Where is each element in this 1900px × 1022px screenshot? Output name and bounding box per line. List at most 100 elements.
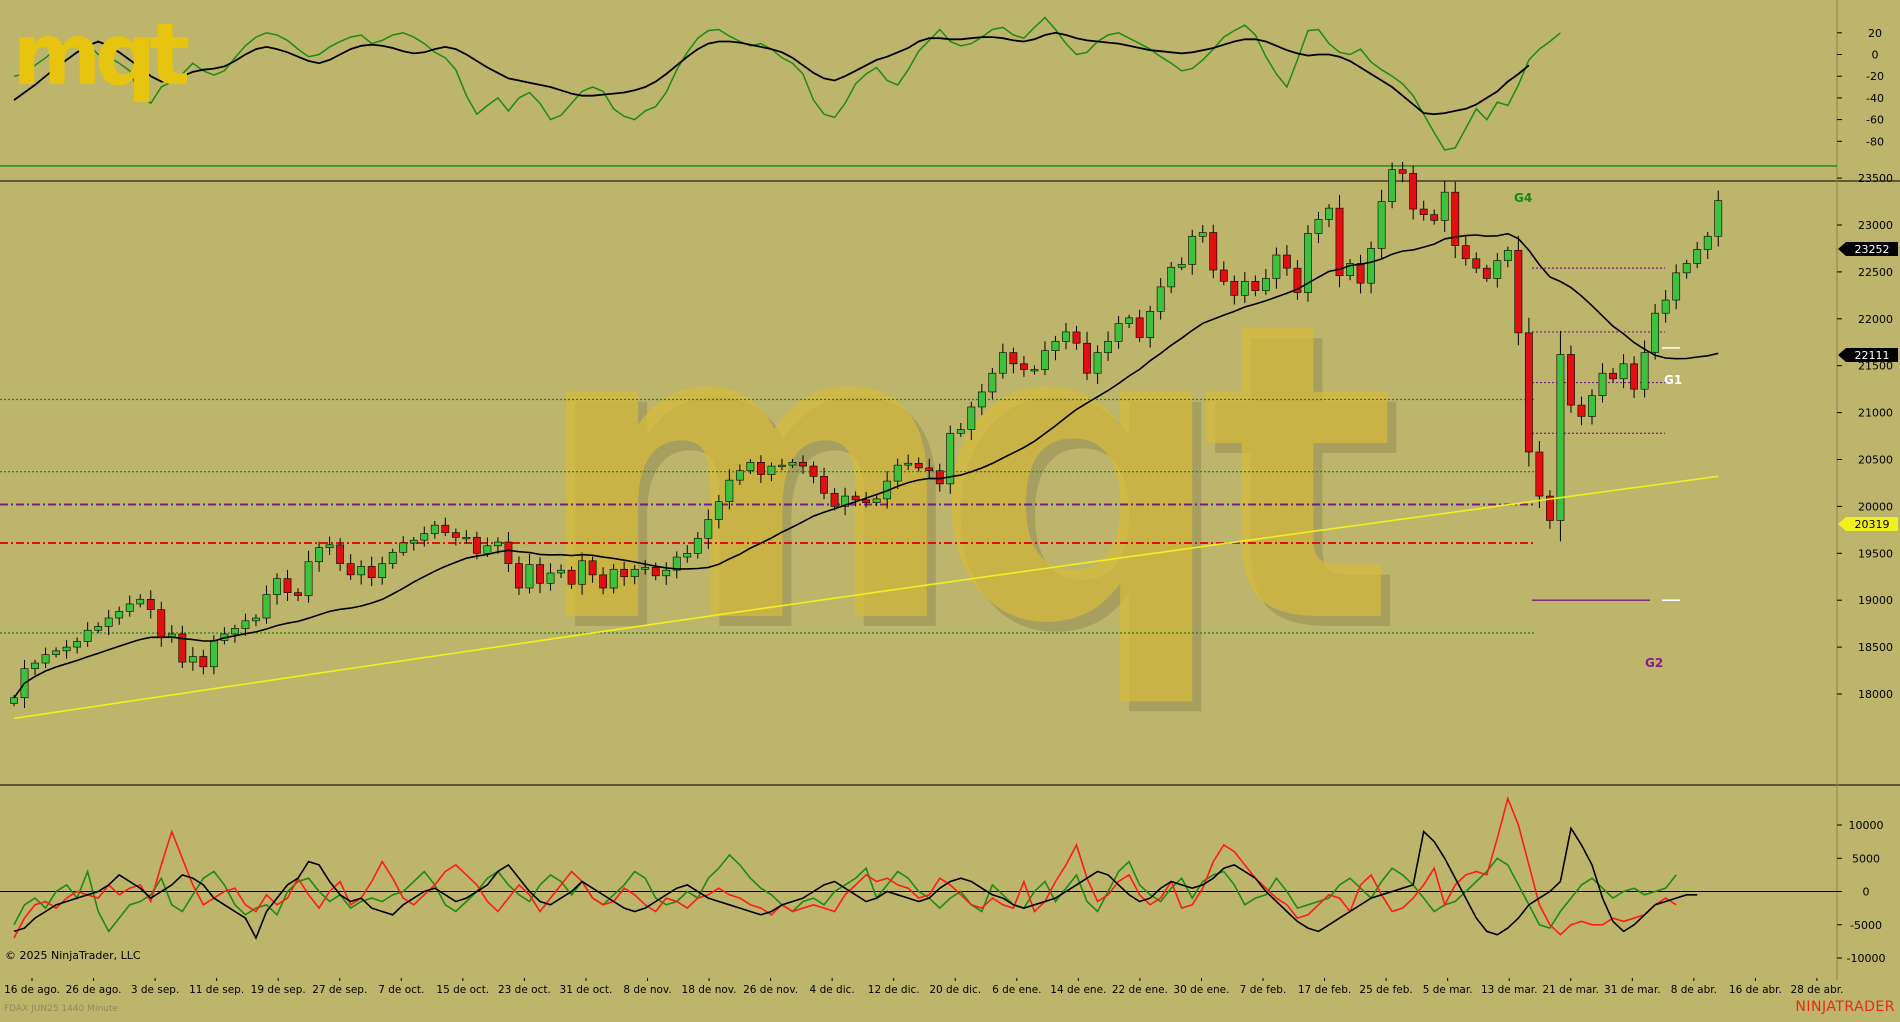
candle-body: [94, 626, 103, 631]
candle-body: [367, 566, 376, 578]
candle-body: [399, 542, 408, 553]
date-tick-label: 18 de nov.: [682, 984, 737, 996]
candle-body: [1104, 341, 1112, 353]
candlesticks[interactable]: [10, 161, 1723, 708]
candle-body: [483, 545, 492, 554]
top-osc-tick-label: -60: [1866, 114, 1884, 127]
price-tick-label: 23000: [1858, 219, 1893, 232]
candle-body: [231, 628, 239, 635]
candle-body: [1177, 264, 1186, 268]
candle-body: [1367, 248, 1375, 284]
date-tick-label: 26 de ago.: [66, 984, 122, 996]
candle-body: [1083, 342, 1091, 374]
candle-body: [525, 564, 534, 589]
candle-body: [1240, 280, 1249, 296]
candle-body: [536, 564, 544, 584]
annotation-g4: G4: [1514, 191, 1532, 205]
candle-body: [1461, 245, 1470, 260]
candle-body: [746, 462, 755, 472]
candle-body: [693, 537, 702, 554]
candle-body: [430, 524, 439, 534]
candle-body: [1304, 233, 1312, 293]
top-osc-tick-label: -40: [1866, 92, 1884, 105]
candle-body: [1472, 258, 1481, 269]
candle-body: [841, 495, 849, 507]
date-tick-label: 21 de mar.: [1542, 984, 1599, 996]
candle-body: [515, 563, 523, 589]
candle-body: [83, 629, 92, 642]
candle-body: [620, 568, 629, 578]
date-tick-label: 13 de mar.: [1481, 984, 1538, 996]
date-tick-label: 25 de feb.: [1359, 984, 1412, 996]
date-tick-label: 15 de oct.: [436, 984, 489, 996]
date-tick-label: 30 de ene.: [1173, 984, 1229, 996]
candle-body: [672, 556, 681, 571]
candle-body: [209, 640, 218, 668]
last-price-badge: 23252: [1838, 242, 1898, 256]
candle-body: [735, 470, 744, 481]
candle-body: [1377, 201, 1386, 249]
price-tick-label: 20500: [1858, 454, 1893, 467]
candle-body: [1188, 235, 1197, 265]
candle-body: [546, 572, 555, 584]
candle-body: [472, 537, 481, 554]
candle-body: [1714, 200, 1723, 237]
date-tick-label: 31 de mar.: [1604, 984, 1661, 996]
candle-body: [504, 541, 513, 564]
candle-body: [946, 432, 955, 485]
candle-body: [1114, 323, 1123, 342]
top-oscillator[interactable]: [13, 16, 1561, 151]
candle-body: [1672, 272, 1681, 301]
date-tick-label: 20 de dic.: [929, 984, 981, 996]
candle-body: [662, 569, 671, 577]
candle-body: [1356, 263, 1365, 284]
candle-body: [1230, 280, 1239, 296]
candle-body: [1293, 267, 1302, 293]
candle-body: [283, 578, 292, 593]
candle-body: [1209, 232, 1218, 271]
horizontal-levels[interactable]: [0, 165, 1837, 634]
date-tick-label: 17 de feb.: [1298, 984, 1351, 996]
date-tick-label: 6 de ene.: [992, 984, 1041, 996]
candle-body: [1335, 207, 1344, 276]
candle-body: [1051, 341, 1060, 351]
date-tick-label: 11 de sep.: [189, 984, 244, 996]
candle-body: [925, 467, 934, 472]
bottom-osc-tick-label: 0: [1863, 886, 1870, 899]
candle-body: [988, 372, 997, 393]
candle-body: [935, 470, 944, 485]
candle-body: [62, 646, 71, 652]
candle-body: [1577, 404, 1586, 417]
candle-body: [757, 462, 765, 475]
candle-body: [599, 574, 608, 589]
candle-body: [1430, 214, 1439, 221]
candle-body: [1388, 169, 1397, 202]
bottom-oscillator[interactable]: [0, 795, 1837, 940]
candle-body: [998, 352, 1007, 374]
candle-body: [1283, 254, 1291, 269]
candle-body: [872, 498, 881, 503]
candle-body: [1703, 235, 1712, 250]
candle-body: [1619, 363, 1628, 380]
candle-body: [388, 552, 397, 564]
bottom-osc-tick-label: 5000: [1852, 852, 1880, 865]
candle-body: [157, 609, 166, 639]
candle-body: [252, 617, 260, 622]
top-osc-tick-label: -80: [1866, 135, 1884, 148]
candle-body: [1272, 254, 1281, 279]
instrument-label: FDAX JUN25 1440 Minute: [4, 1004, 118, 1014]
candle-body: [1503, 250, 1512, 261]
candle-body: [41, 654, 50, 664]
top-osc-tick-label: 0: [1872, 49, 1879, 62]
date-tick-label: 28 de abr.: [1790, 984, 1843, 996]
candle-body: [125, 603, 134, 612]
date-tick-label: 16 de ago.: [4, 984, 60, 996]
candle-body: [1041, 350, 1049, 370]
candle-body: [1062, 331, 1070, 342]
moving-averages[interactable]: [13, 232, 1719, 720]
candle-body: [1030, 369, 1039, 372]
candle-body: [1609, 372, 1617, 380]
candle-body: [1693, 249, 1702, 264]
bottom-osc-tick-label: -10000: [1847, 952, 1886, 965]
